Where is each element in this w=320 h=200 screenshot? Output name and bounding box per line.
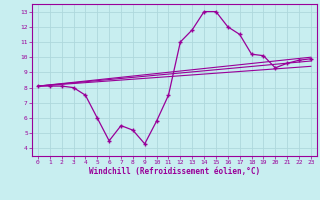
- X-axis label: Windchill (Refroidissement éolien,°C): Windchill (Refroidissement éolien,°C): [89, 167, 260, 176]
